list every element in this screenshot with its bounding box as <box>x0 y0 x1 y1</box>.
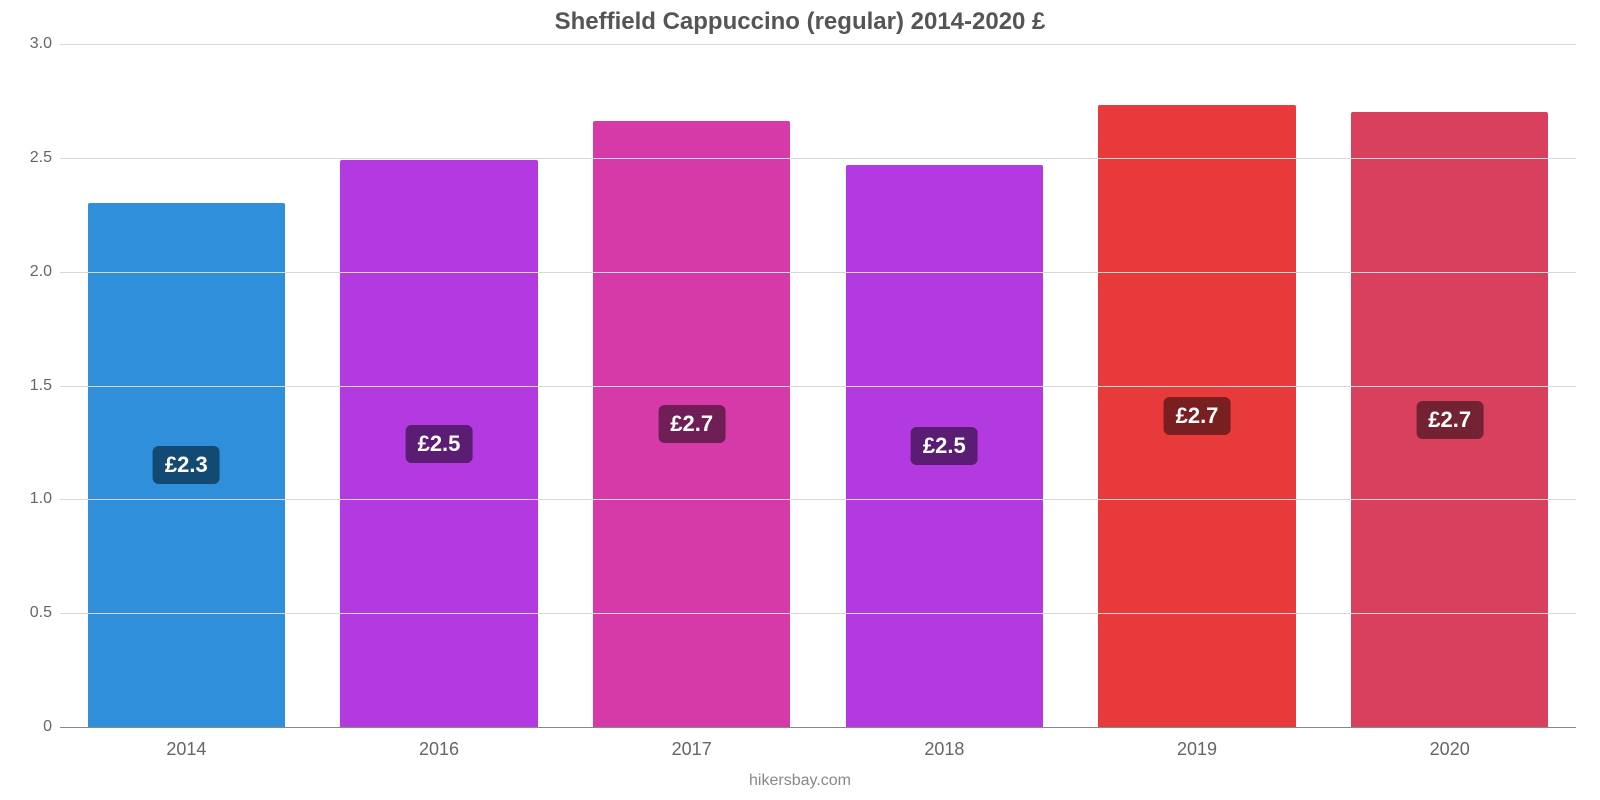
x-axis-labels: 201420162017201820192020 <box>60 739 1576 760</box>
bar: £2.7 <box>1098 105 1295 727</box>
gridline <box>60 44 1576 45</box>
x-tick-label: 2014 <box>60 739 313 760</box>
x-tick-label: 2020 <box>1323 739 1576 760</box>
y-tick-label: 2.0 <box>12 263 52 281</box>
x-tick-label: 2016 <box>313 739 566 760</box>
y-tick-label: 1.0 <box>12 490 52 508</box>
bar-value-label: £2.7 <box>658 405 725 443</box>
bar: £2.5 <box>340 160 537 727</box>
gridline <box>60 386 1576 387</box>
chart-title: Sheffield Cappuccino (regular) 2014-2020… <box>0 0 1600 40</box>
y-tick-label: 2.5 <box>12 149 52 167</box>
x-tick-label: 2018 <box>818 739 1071 760</box>
gridline <box>60 272 1576 273</box>
bar-value-label: £2.5 <box>911 427 978 465</box>
x-tick-label: 2019 <box>1071 739 1324 760</box>
bar: £2.3 <box>88 203 285 727</box>
bar-value-label: £2.3 <box>153 446 220 484</box>
y-tick-label: 1.5 <box>12 377 52 395</box>
bar: £2.7 <box>1351 112 1548 727</box>
bar-value-label: £2.7 <box>1416 401 1483 439</box>
bar: £2.7 <box>593 121 790 727</box>
gridline <box>60 499 1576 500</box>
gridline <box>60 158 1576 159</box>
chart-container: Sheffield Cappuccino (regular) 2014-2020… <box>0 0 1600 800</box>
plot-area: £2.3£2.5£2.7£2.5£2.7£2.7 00.51.01.52.02.… <box>60 44 1576 728</box>
source-attribution: hikersbay.com <box>0 772 1600 790</box>
bar-value-label: £2.7 <box>1164 397 1231 435</box>
x-tick-label: 2017 <box>565 739 818 760</box>
y-tick-label: 3.0 <box>12 35 52 53</box>
gridline <box>60 613 1576 614</box>
y-tick-label: 0 <box>12 718 52 736</box>
bar-value-label: £2.5 <box>406 425 473 463</box>
bar: £2.5 <box>846 165 1043 727</box>
y-tick-label: 0.5 <box>12 604 52 622</box>
